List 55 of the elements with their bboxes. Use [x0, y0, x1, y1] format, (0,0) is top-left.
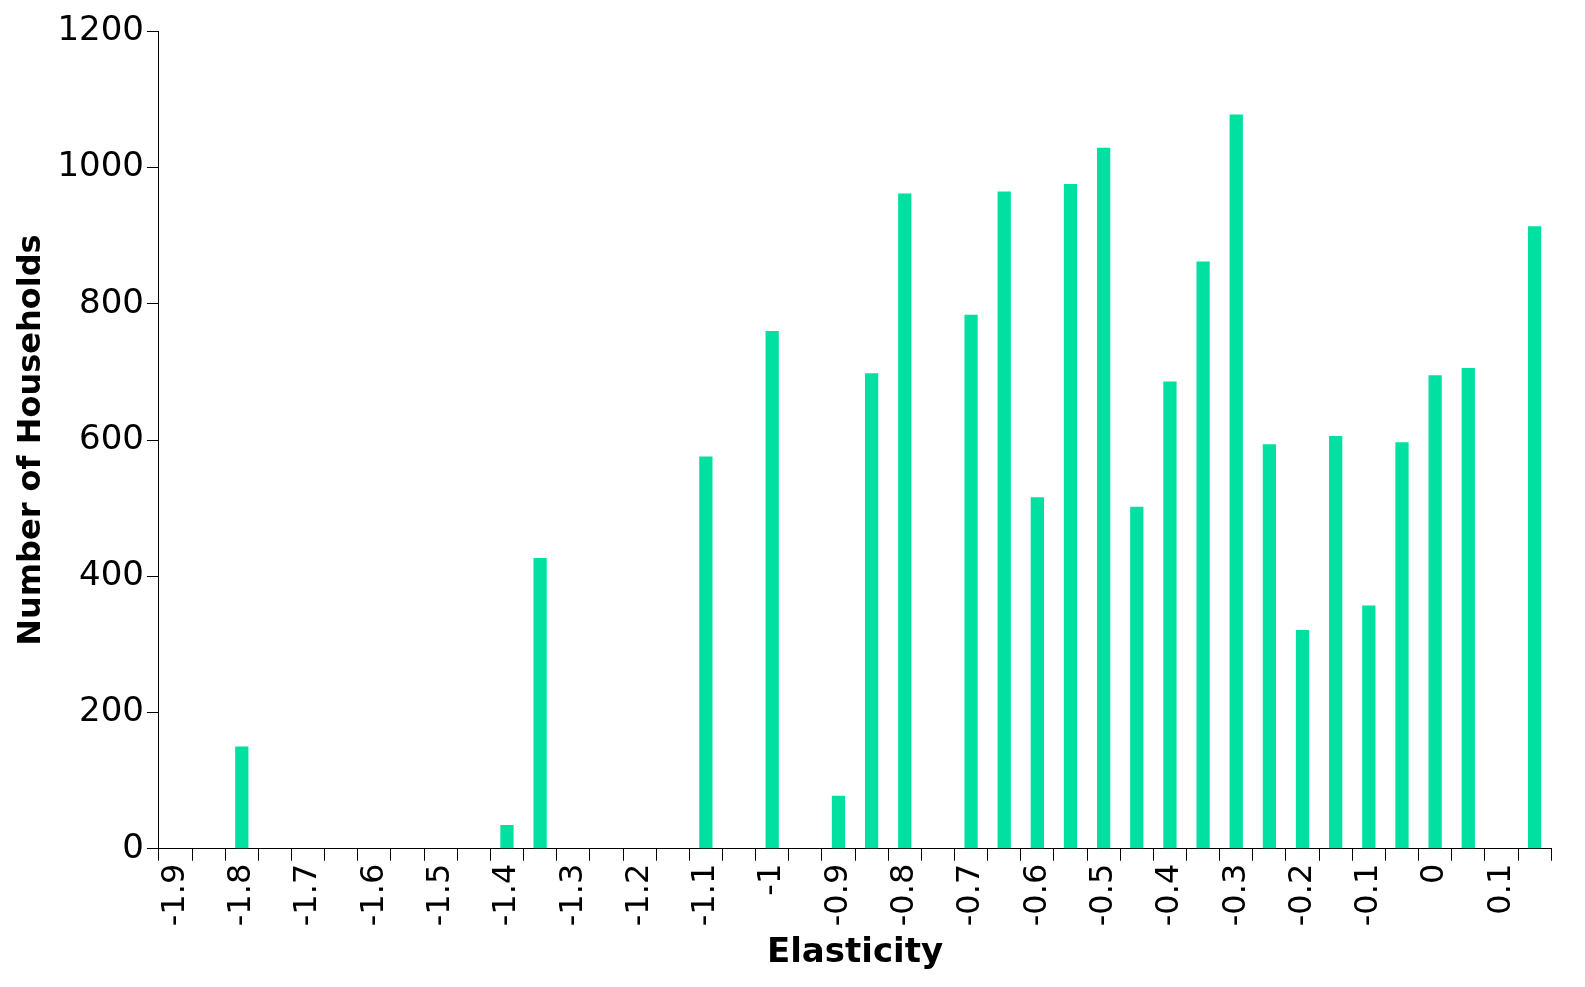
x-tick-label: -1.4 — [485, 863, 524, 927]
x-tick-label: -1.8 — [220, 863, 259, 927]
bar — [1262, 444, 1277, 849]
bar — [1229, 114, 1243, 849]
bar — [1428, 375, 1442, 849]
bar — [765, 331, 779, 849]
y-tick-label: 200 — [79, 689, 144, 730]
x-tick-label: -0.9 — [816, 863, 855, 927]
bar — [1163, 381, 1177, 849]
x-tick-label: -0.2 — [1280, 863, 1319, 927]
bar — [533, 557, 547, 849]
x-tick-label: -0.4 — [1148, 863, 1187, 927]
bar — [1196, 261, 1210, 849]
x-tick-label: -0.1 — [1347, 863, 1386, 927]
x-tick-label: -0.3 — [1214, 863, 1253, 927]
x-tick-label: -0.6 — [1015, 863, 1054, 927]
bar — [235, 746, 249, 849]
bar — [1130, 506, 1144, 849]
bar — [1295, 630, 1310, 849]
bar — [1527, 226, 1542, 849]
x-tick-label: -0.8 — [883, 863, 922, 927]
bar — [997, 191, 1011, 849]
bar — [898, 193, 912, 849]
y-axis-title: Number of Households — [9, 234, 48, 646]
y-tick-label: 1000 — [57, 144, 144, 185]
x-tick-label: -1.1 — [684, 863, 723, 927]
x-tick-label: 0 — [1413, 863, 1452, 885]
bar — [1362, 605, 1376, 849]
x-tick-label: -1.5 — [419, 863, 457, 927]
y-tick-label: 1200 — [57, 8, 144, 49]
x-axis-title: Elasticity — [766, 930, 944, 971]
bar — [864, 373, 879, 849]
x-tick-label: -1.9 — [153, 863, 192, 927]
y-tick-label: 800 — [79, 280, 144, 321]
bar — [964, 314, 978, 849]
x-tick-label: -1.3 — [551, 863, 590, 927]
x-tick-label: -1.2 — [617, 863, 656, 927]
x-tick-label: -0.7 — [949, 863, 988, 927]
bar — [1030, 497, 1044, 849]
x-tick-label: -1 — [750, 863, 789, 896]
y-tick-label: 600 — [79, 416, 144, 457]
x-tick-label: -1.7 — [286, 863, 325, 927]
y-tick-label: 400 — [79, 553, 144, 594]
bar — [699, 456, 713, 849]
x-tick-label: -1.6 — [352, 863, 391, 927]
bar — [500, 824, 514, 849]
bar — [1063, 183, 1078, 849]
bar — [1461, 367, 1475, 849]
x-tick-label: 0.1 — [1479, 863, 1518, 915]
y-tick-label: 0 — [122, 825, 144, 866]
bar — [1097, 147, 1111, 849]
x-tick-label: -0.5 — [1081, 863, 1120, 927]
bar — [1395, 442, 1409, 849]
bar — [1329, 435, 1343, 849]
bar — [831, 795, 846, 849]
